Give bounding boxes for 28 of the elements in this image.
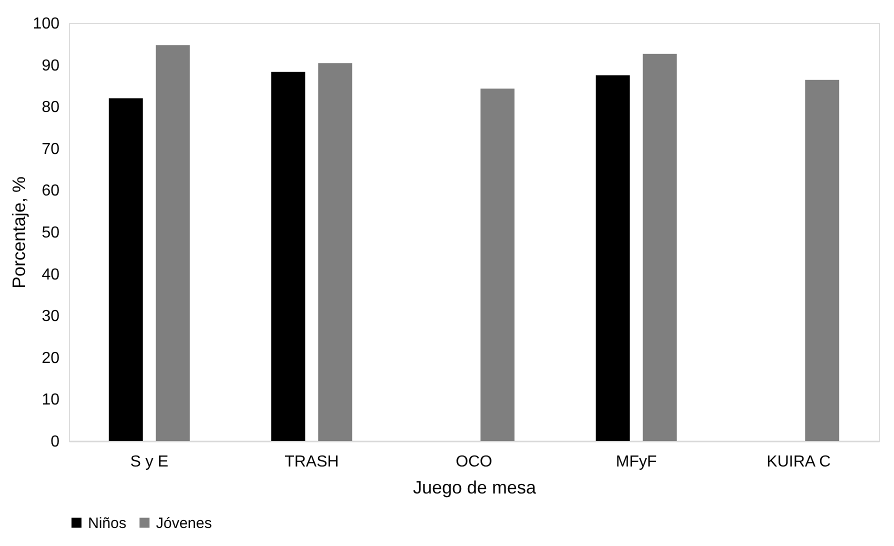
x-tick-label: S y E: [130, 454, 168, 470]
x-axis-title: Juego de mesa: [412, 478, 538, 498]
x-tick-label: TRASH: [284, 454, 339, 470]
legend-label: Jóvenes: [156, 514, 212, 532]
bar: [480, 88, 514, 441]
x-tick-label: MFyF: [616, 454, 657, 470]
bar: [318, 63, 352, 441]
y-tick-label: 90: [42, 57, 60, 74]
y-tick-label: 40: [42, 266, 60, 284]
y-tick-label: 0: [50, 434, 60, 450]
bar: [596, 75, 630, 441]
y-tick-label: 30: [42, 308, 60, 326]
bar: [108, 98, 143, 441]
y-tick-label: 20: [42, 350, 60, 367]
y-tick-label: 70: [42, 140, 60, 158]
legend-label: Niños: [88, 514, 126, 532]
y-tick-label: 60: [42, 182, 60, 200]
y-tick-label: 10: [42, 392, 60, 409]
bar: [271, 72, 306, 441]
x-tick-label: KUIRA C: [766, 454, 831, 470]
x-tick-label: OCO: [456, 454, 492, 470]
bar: [805, 80, 840, 441]
y-tick-label: 50: [42, 224, 60, 242]
y-axis-title: Porcentaje, %: [8, 176, 29, 289]
bar: [156, 45, 190, 441]
bar: [642, 54, 677, 441]
y-tick-label: 100: [32, 16, 60, 32]
y-tick-label: 80: [42, 99, 60, 116]
